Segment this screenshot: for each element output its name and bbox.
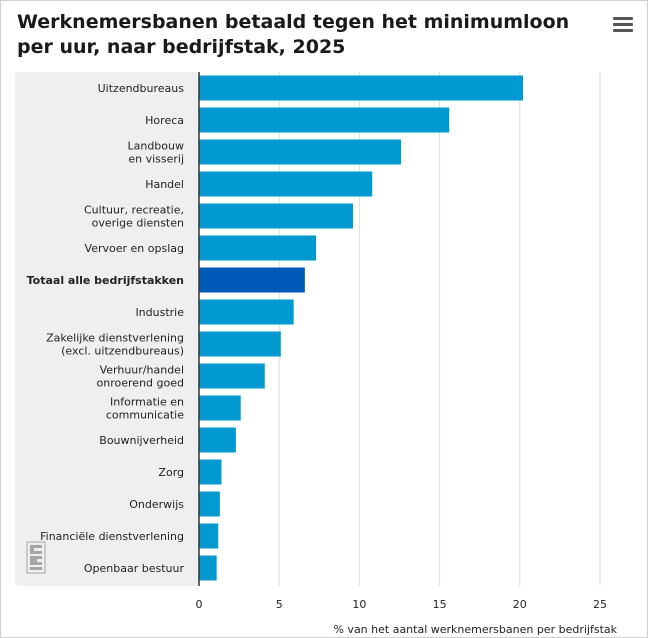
category-label: Vervoer en opslag bbox=[85, 242, 184, 255]
bar-4[interactable] bbox=[199, 203, 353, 229]
category-label: Uitzendbureaus bbox=[98, 82, 185, 95]
x-tick-label: 0 bbox=[196, 598, 203, 611]
bar-2[interactable] bbox=[199, 139, 402, 165]
category-label: Bouwnijverheid bbox=[99, 434, 184, 447]
bar-13[interactable] bbox=[199, 491, 220, 517]
bar-10[interactable] bbox=[199, 395, 241, 421]
chart-title: Werknemersbanen betaald tegen het minimu… bbox=[17, 11, 570, 58]
x-tick-label: 10 bbox=[352, 598, 366, 611]
x-tick-label: 25 bbox=[593, 598, 607, 611]
category-label: Onderwijs bbox=[129, 498, 184, 511]
category-label: Zakelijke dienstverlening (excl. uitzendb… bbox=[46, 332, 184, 358]
x-tick-label: 20 bbox=[513, 598, 527, 611]
category-labels: Uitzendbureaus Horeca Landbouw en visserij H… bbox=[27, 82, 185, 575]
category-label: Cultuur, recreatie, overige diensten bbox=[84, 204, 184, 230]
bar-12[interactable] bbox=[199, 459, 222, 485]
bar-5[interactable] bbox=[199, 235, 317, 261]
category-panel bbox=[15, 72, 199, 586]
hamburger-menu-icon[interactable] bbox=[613, 17, 633, 35]
category-label: Zorg bbox=[158, 466, 184, 479]
x-tick-labels: 0 5 10 15 20 25 bbox=[196, 598, 608, 611]
bar-14[interactable] bbox=[199, 523, 219, 549]
category-label: Handel bbox=[145, 178, 184, 191]
category-label: Industrie bbox=[135, 306, 184, 319]
x-tick-label: 5 bbox=[276, 598, 283, 611]
x-axis-title: % van het aantal werknemersbanen per bed… bbox=[333, 623, 617, 636]
bar-15[interactable] bbox=[199, 555, 217, 581]
bar-6[interactable] bbox=[199, 267, 305, 293]
gridlines bbox=[278, 72, 601, 586]
category-label: Totaal alle bedrijfstakken bbox=[27, 274, 184, 287]
category-label: Financiële dienstverlening bbox=[40, 530, 184, 543]
category-label: Informatie en communicatie bbox=[106, 396, 184, 422]
bar-0[interactable] bbox=[199, 75, 524, 101]
category-label: Verhuur/handel onroerend goed bbox=[97, 364, 184, 390]
bar-1[interactable] bbox=[199, 107, 450, 133]
bar-8[interactable] bbox=[199, 331, 281, 357]
category-label: Horeca bbox=[145, 114, 184, 127]
bar-3[interactable] bbox=[199, 171, 373, 197]
cbs-logo-icon bbox=[26, 541, 46, 574]
category-label: Openbaar bestuur bbox=[84, 562, 185, 575]
bar-11[interactable] bbox=[199, 427, 236, 453]
bars bbox=[199, 75, 524, 581]
bar-7[interactable] bbox=[199, 299, 294, 325]
bar-9[interactable] bbox=[199, 363, 265, 389]
category-label: Landbouw en visserij bbox=[127, 140, 184, 166]
x-tick-label: 15 bbox=[433, 598, 447, 611]
